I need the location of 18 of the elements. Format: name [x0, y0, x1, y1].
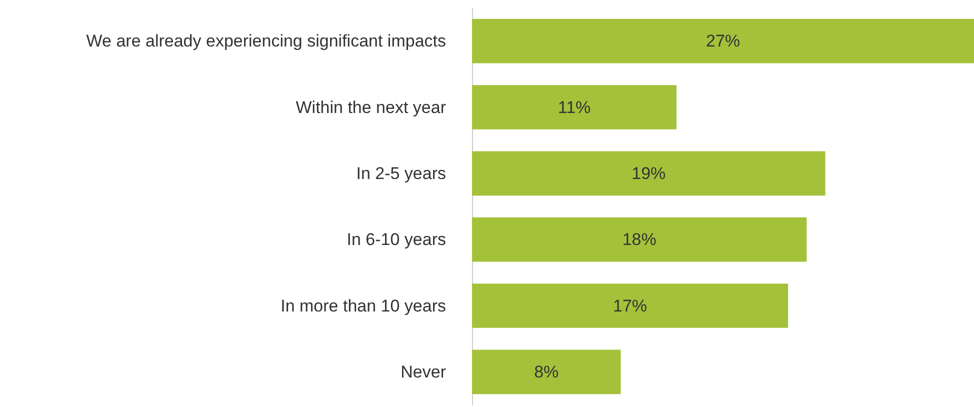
y-tick-label: Within the next year	[296, 98, 446, 117]
bar	[472, 217, 807, 262]
y-tick-label: In 6-10 years	[346, 230, 446, 250]
data-label: 8%	[534, 362, 559, 382]
bar	[472, 284, 788, 328]
data-label: 19%	[632, 164, 666, 183]
data-label: 11%	[558, 98, 591, 117]
data-label: 17%	[613, 296, 648, 316]
y-tick-label: We are already experiencing significant impacts	[86, 32, 446, 51]
y-tick-label: In 2-5 years	[356, 164, 446, 183]
bar	[472, 151, 826, 196]
data-label: 27%	[706, 32, 740, 51]
data-label: 18%	[622, 230, 656, 250]
bar	[472, 350, 621, 394]
y-tick-label: Never	[400, 362, 446, 382]
y-tick-label: In more than 10 years	[280, 296, 446, 316]
bar	[472, 18, 974, 64]
bar	[472, 85, 677, 130]
